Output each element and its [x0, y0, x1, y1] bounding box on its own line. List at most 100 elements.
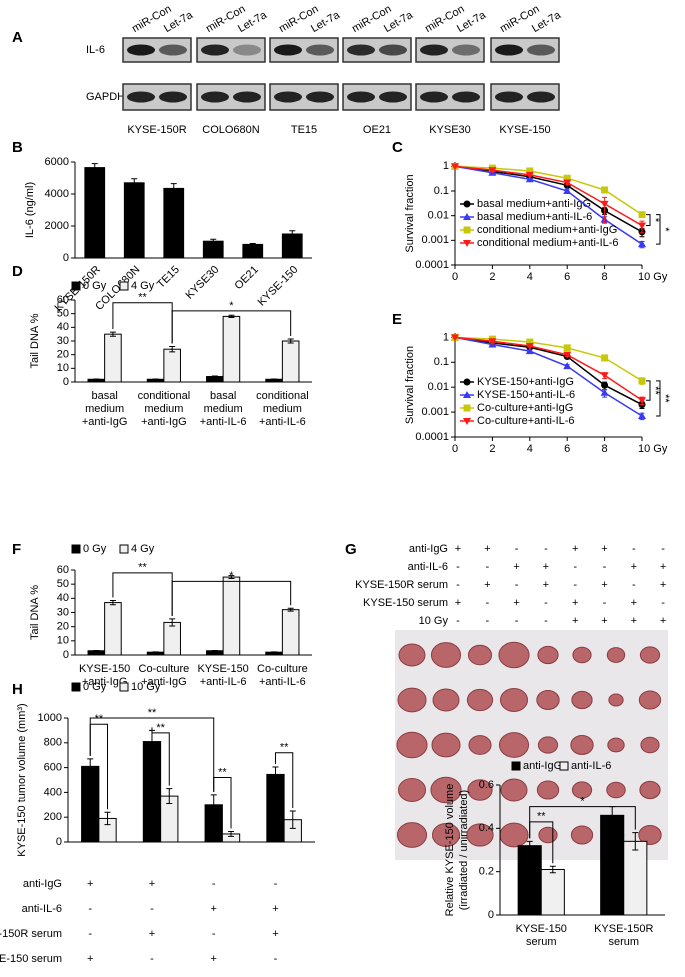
y-axis-label: Survival fraction [404, 346, 416, 424]
condition-label: KYSE-150 serum [363, 597, 448, 609]
significance-label: ** [280, 742, 289, 754]
y-tick-label: 2000 [45, 220, 69, 232]
bar [202, 240, 224, 259]
y-axis-label: Relative KYSE-150 volume [444, 784, 456, 917]
tumor [639, 780, 661, 800]
tumor [430, 642, 462, 668]
legend-marker [463, 404, 471, 412]
marker [488, 338, 497, 346]
x-tick-label: 6 [564, 271, 570, 283]
y-tick-label: 4000 [45, 188, 69, 200]
x-tick-label: KYSE-150R [594, 923, 653, 935]
legend-label: anti-IL-6 [571, 760, 611, 772]
tumor [537, 736, 559, 754]
blot-band [420, 44, 448, 56]
y-tick-label: 20 [57, 621, 69, 633]
y-tick-label: 200 [44, 811, 62, 823]
tumor [397, 778, 427, 802]
condition-label: anti-IL-6 [408, 561, 448, 573]
bar [222, 315, 241, 383]
marker [563, 344, 571, 352]
marker [563, 362, 572, 370]
y-tick-label: 0.1 [434, 185, 449, 197]
bar [142, 741, 162, 843]
condition-sign: - [456, 579, 460, 591]
condition-sign: + [631, 597, 637, 609]
error-bar [287, 338, 294, 344]
significance-bracket [112, 572, 173, 616]
y-tick-label: 50 [57, 578, 69, 590]
condition-label: KYSE-150R serum [0, 928, 62, 940]
x-tick-label: 8 [602, 271, 608, 283]
y-tick-label: 0.2 [479, 866, 494, 878]
condition-sign: + [660, 615, 666, 627]
marker [600, 388, 609, 396]
blot-band [159, 44, 187, 56]
marker [526, 167, 534, 175]
significance-bracket [171, 310, 292, 344]
bar [281, 609, 300, 656]
x-tick-label: medium [204, 403, 243, 415]
tumor [640, 736, 660, 754]
y-tick-label: 0.0001 [415, 259, 449, 271]
y-tick-label: 0.001 [421, 234, 449, 246]
condition-sign: - [515, 615, 519, 627]
legend-label: basal medium+anti-IL-6 [477, 211, 592, 223]
significance-label: * [659, 227, 671, 232]
tumor [500, 778, 528, 802]
error-bar [131, 178, 138, 188]
condition-sign: + [272, 903, 278, 915]
condition-label: anti-IgG [23, 878, 62, 890]
marker [563, 351, 572, 359]
condition-sign: + [455, 543, 461, 555]
condition-sign: - [515, 579, 519, 591]
error-bar [170, 183, 177, 194]
y-tick-label: 30 [57, 335, 69, 347]
x-tick-label: OE21 [233, 264, 261, 292]
error-bar [91, 163, 98, 173]
tumor [432, 688, 460, 712]
condition-sign: - [573, 579, 577, 591]
condition-sign: + [660, 579, 666, 591]
condition-sign: - [485, 561, 489, 573]
condition-sign: - [632, 579, 636, 591]
error-bar [169, 345, 176, 353]
condition-sign: + [543, 561, 549, 573]
error-bar [249, 242, 256, 246]
bar [104, 602, 122, 656]
legend-swatch [119, 544, 129, 554]
error-bar [93, 378, 100, 381]
error-bar [271, 378, 278, 381]
error-bar [549, 865, 556, 874]
series-line [454, 336, 643, 401]
x-tick-label: 2 [489, 443, 495, 455]
tumor [431, 732, 461, 758]
error-bar [152, 651, 159, 653]
condition-sign: - [150, 953, 154, 965]
cell-line-label: TE15 [291, 124, 317, 136]
x-tick-label: +anti-IgG [82, 416, 128, 428]
condition-label: anti-IgG [409, 543, 448, 555]
x-tick-label: TE15 [155, 264, 182, 291]
tumor [572, 646, 592, 664]
tumor [606, 781, 626, 799]
error-bar [272, 766, 279, 783]
condition-sign: - [150, 903, 154, 915]
legend-marker [463, 200, 471, 208]
x-tick-label: KYSE-150 [79, 663, 130, 675]
y-tick-label: 400 [44, 786, 62, 798]
marker [600, 200, 609, 208]
legend-marker [463, 378, 471, 386]
blot-band [274, 44, 302, 56]
bar [517, 845, 542, 916]
y-tick-label: 10 [57, 362, 69, 374]
tumor [431, 823, 461, 847]
legend-label: KYSE-150+anti-IL-6 [477, 389, 575, 401]
tumor [396, 731, 428, 759]
y-axis-label: IL-6 (ng/ml) [24, 182, 36, 238]
marker [451, 334, 459, 342]
marker [563, 174, 571, 182]
legend-swatch [119, 281, 129, 291]
bar [281, 340, 300, 383]
error-bar [271, 651, 278, 653]
